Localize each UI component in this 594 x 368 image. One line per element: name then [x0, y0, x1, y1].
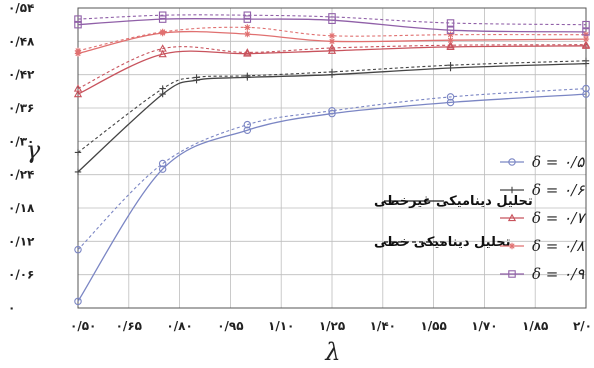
y-tick-label: ۰/۳۶: [8, 101, 34, 115]
x-tick-label: ۱/۲۵: [319, 319, 345, 333]
series-5-point: [158, 15, 167, 23]
series-3-point: [327, 43, 337, 52]
series-4-point: [328, 38, 336, 45]
series-3-point: [158, 49, 167, 58]
y-tick-label: ۰: [8, 301, 15, 315]
series-2-point: [159, 85, 166, 92]
series-3-point: [73, 89, 83, 98]
series-3-linear-line: [77, 44, 587, 90]
series-4-nonlinear-line: [77, 30, 587, 55]
y-axis-label: γ: [26, 136, 41, 164]
line-style-key: تحلیل دینامیکی غیرخطی تحلیل دینامیکی خطی: [374, 194, 533, 250]
series-1-point: [328, 109, 336, 118]
x-tick-label: ۱/۷۰: [471, 319, 497, 333]
series-5-nonlinear-line: [77, 18, 587, 33]
x-tick-label: ۰/۶۵: [116, 319, 142, 333]
legend-marker: [508, 186, 516, 194]
x-tick-label: ۰/۹۵: [217, 319, 243, 333]
plot-frame: [77, 7, 587, 309]
y-tick-labels: ۰ ۰/۰۶ ۰/۱۲ ۰/۱۸ ۰/۲۴ ۰/۳۰ ۰/۳۶ ۰/۴۲ ۰/۴۸ ۰/۵۴: [8, 1, 35, 315]
x-tick-labels: ۰/۵۰ ۰/۶۵ ۰/۸۰ ۰/۹۵ ۱/۱۰ ۱/۲۵ ۱/۴۰ ۱/۵۵ ۱/۷۰ ۱/۸۵…: [70, 319, 592, 333]
series-2-point: [74, 168, 82, 176]
legend: δ = ۰/۵ δ = ۰/۶ δ = ۰/۷ δ = ۰/۸ δ = ۰/۹: [500, 153, 587, 283]
series-2-point: [193, 74, 200, 81]
series-5-point: [328, 13, 336, 21]
x-tick-label: ۱/۱۰: [268, 319, 294, 333]
linear-key-label: تحلیل دینامیکی خطی: [374, 235, 511, 250]
series-4-point: [244, 30, 251, 38]
y-tick-label: ۰/۴۲: [8, 68, 35, 82]
series-2-point: [582, 57, 590, 64]
series-1-nonlinear-line: [77, 93, 587, 302]
series-4-point: [447, 37, 454, 44]
series-1-point: [74, 297, 82, 306]
series-3-point: [243, 48, 252, 56]
y-tick-label: ۰/۳۰: [8, 134, 34, 148]
series-1-linear-line: [77, 88, 587, 251]
series-2-point: [447, 62, 454, 69]
legend-marker: [508, 270, 516, 278]
series-3-point: [158, 44, 167, 52]
y-tick-label: ۰/۰۶: [8, 268, 34, 282]
series-1-point: [243, 120, 252, 129]
legend-label: δ = ۰/۵: [532, 153, 585, 171]
series-4-point: [244, 24, 251, 31]
series-markers: [73, 11, 591, 306]
y-tick-label: ۰/۴۸: [8, 34, 35, 48]
x-axis-label: λ: [324, 338, 340, 366]
x-tick-label: ۱/۴۰: [370, 319, 396, 333]
series-1-point: [243, 126, 252, 134]
legend-marker: [508, 242, 516, 250]
legend-marker: [507, 213, 517, 222]
series-5-point: [582, 20, 590, 29]
y-tick-label: ۰/۲۴: [8, 168, 34, 182]
y-tick-label: ۰/۱۲: [8, 234, 35, 248]
x-tick-label: ۰/۵۰: [70, 319, 96, 333]
series-4-point: [447, 31, 454, 38]
series-3-point: [73, 84, 83, 92]
legend-label: δ = ۰/۷: [532, 209, 587, 227]
legend-label: δ = ۰/۶: [532, 181, 585, 199]
x-tick-label: ۰/۸۰: [166, 319, 192, 333]
series-2-point: [244, 72, 251, 79]
x-tick-label: ۲/۰: [573, 319, 592, 333]
series-4-point: [328, 32, 336, 39]
nonlinear-key-label: تحلیل دینامیکی غیرخطی: [374, 194, 533, 209]
legend-marker: [508, 158, 516, 166]
series-1-point: [328, 107, 336, 115]
series-5-point: [74, 15, 82, 23]
legend-label: δ = ۰/۹: [532, 265, 585, 283]
y-tick-label: ۰/۵۴: [8, 1, 34, 15]
series-5-point: [446, 19, 455, 27]
series-4-point: [582, 35, 590, 43]
series-1-point: [446, 93, 455, 101]
series-4-point: [159, 28, 166, 36]
series-5-point: [243, 15, 252, 23]
series-5-point: [582, 28, 590, 36]
series-3-point: [446, 40, 455, 49]
series-2-point: [159, 90, 166, 98]
series-3-nonlinear-line: [77, 45, 587, 95]
legend-label: δ = ۰/۸: [532, 237, 584, 255]
series-1-point: [446, 98, 455, 107]
series-5-point: [74, 20, 82, 29]
series-3-point: [581, 40, 591, 48]
series-3-point: [446, 42, 455, 50]
series-5-point: [158, 11, 167, 19]
y-tick-label: ۰/۱۸: [8, 201, 35, 215]
series-1-point: [582, 90, 590, 98]
x-tick-label: ۱/۸۵: [522, 319, 548, 333]
series-2-point: [328, 68, 336, 76]
series-5-point: [446, 26, 455, 34]
series-5-linear-line: [77, 14, 587, 26]
x-tick-label: ۱/۵۵: [420, 319, 446, 333]
series-2-point: [74, 149, 82, 156]
series-5-point: [243, 11, 252, 19]
series-4-point: [74, 47, 82, 54]
series-1-point: [74, 245, 82, 254]
series-1-point: [158, 159, 167, 168]
series-1-point: [158, 165, 167, 173]
series-1-point: [582, 84, 590, 93]
